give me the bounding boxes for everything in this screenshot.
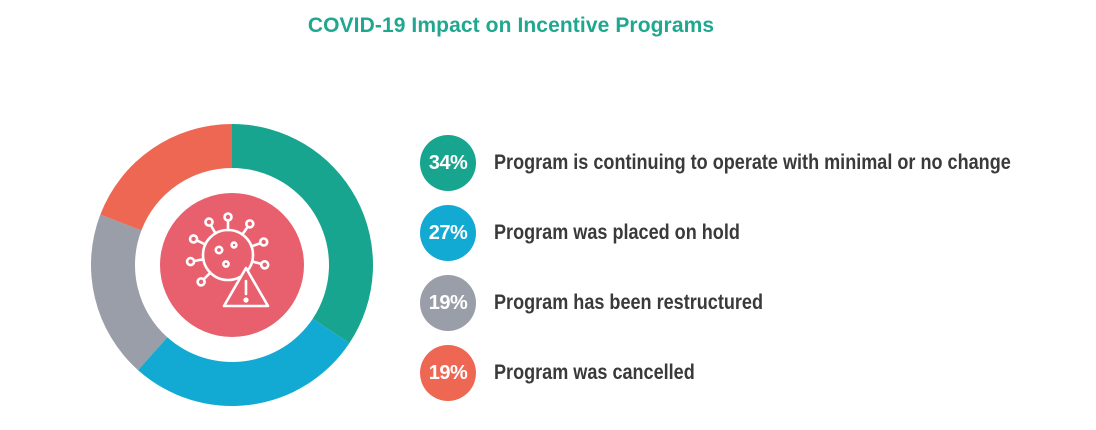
- virus-warning-icon: [185, 212, 270, 308]
- legend-label: Program is continuing to operate with mi…: [494, 151, 1011, 174]
- legend-label: Program has been restructured: [494, 291, 763, 314]
- legend-item: 19% Program has been restructured: [420, 275, 1080, 331]
- donut-chart: [90, 124, 373, 406]
- legend-label: Program was cancelled: [494, 361, 695, 384]
- legend-item: 34% Program is continuing to operate with…: [420, 135, 1080, 191]
- legend-item: 19% Program was cancelled: [420, 345, 1080, 401]
- donut-slices: [90, 124, 373, 406]
- donut-slice-3: [90, 214, 168, 371]
- donut-slice-1: [232, 124, 373, 344]
- legend-label: Program was placed on hold: [494, 221, 740, 244]
- donut-slice-2: [137, 318, 350, 406]
- legend-item: 27% Program was placed on hold: [420, 205, 1080, 261]
- center-circle: [160, 193, 304, 337]
- donut-slice-4: [100, 124, 232, 231]
- chart-title: COVID-19 Impact on Incentive Programs: [307, 14, 715, 37]
- percent-badge: 34%: [420, 135, 476, 191]
- percent-badge: 27%: [420, 205, 476, 261]
- percent-badge: 19%: [420, 275, 476, 331]
- percent-badge: 19%: [420, 345, 476, 401]
